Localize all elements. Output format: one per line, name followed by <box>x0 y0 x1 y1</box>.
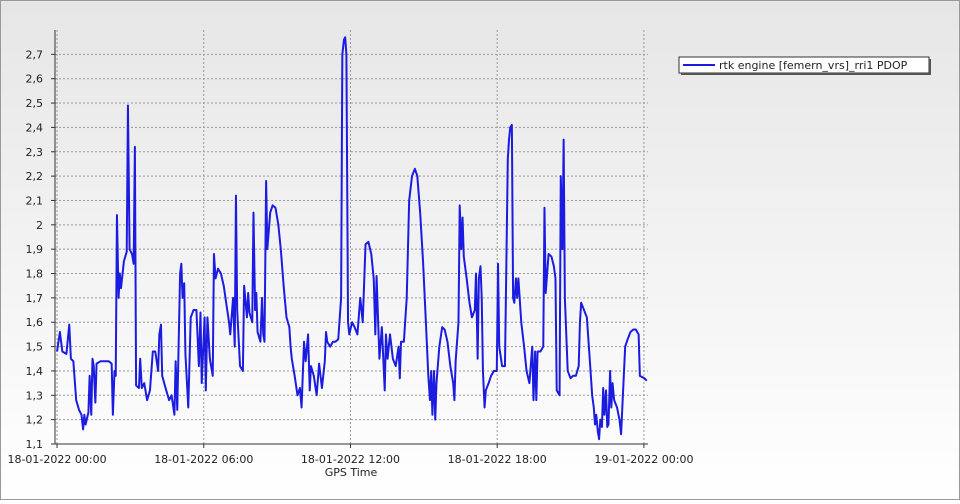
x-tick-label: 18-01-2022 06:00 <box>154 453 253 466</box>
y-tick-label: 2,1 <box>26 194 44 207</box>
y-tick-label: 1,5 <box>26 341 44 354</box>
y-tick-label: 1,1 <box>26 438 44 451</box>
legend-label: rtk engine [femern_vrs]_rri1 PDOP <box>719 59 908 72</box>
y-tick-label: 2,3 <box>26 146 44 159</box>
y-tick-label: 2 <box>36 219 43 232</box>
x-tick-label: 18-01-2022 18:00 <box>448 453 547 466</box>
y-tick-label: 2,5 <box>26 97 44 110</box>
y-tick-label: 1,4 <box>26 365 44 378</box>
y-tick-label: 1,2 <box>26 414 44 427</box>
y-tick-label: 2,4 <box>26 121 44 134</box>
y-tick-label: 1,9 <box>26 243 44 256</box>
legend-shadow <box>681 73 931 75</box>
y-tick-label: 1,7 <box>26 292 44 305</box>
x-tick-label: 18-01-2022 00:00 <box>7 453 106 466</box>
y-tick-label: 1,6 <box>26 316 44 329</box>
y-tick-label: 1,8 <box>26 268 44 281</box>
x-tick-label: 19-01-2022 00:00 <box>594 453 693 466</box>
x-axis-title: GPS Time <box>325 466 378 479</box>
y-tick-label: 2,2 <box>26 170 44 183</box>
y-tick-label: 2,6 <box>26 73 44 86</box>
y-tick-label: 2,7 <box>26 48 44 61</box>
x-tick-label: 18-01-2022 12:00 <box>301 453 400 466</box>
y-tick-label: 1,3 <box>26 389 44 402</box>
data-line <box>56 36 648 441</box>
legend-shadow <box>929 59 931 75</box>
